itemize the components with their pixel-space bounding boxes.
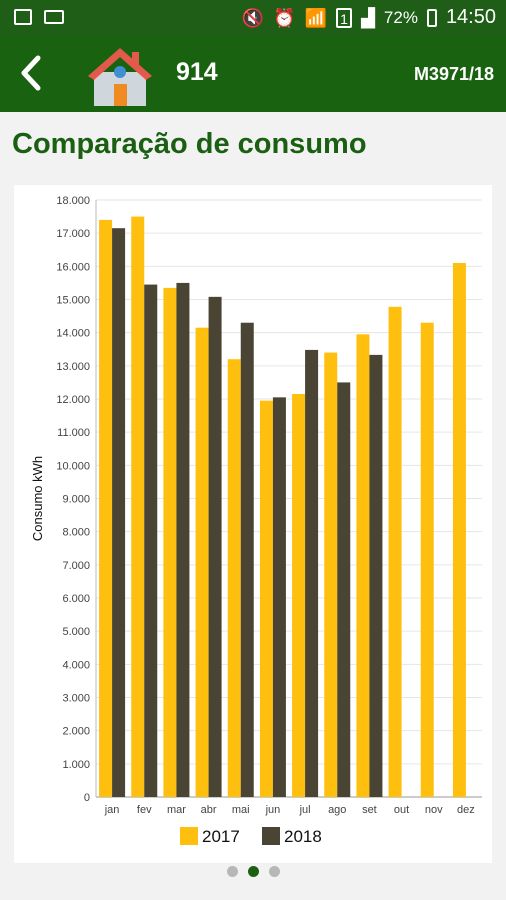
bar-2017-jan [99,219,113,797]
voicemail-icon [44,10,64,24]
y-tick-label: 14.000 [56,328,90,340]
clock: 14:50 [445,6,496,28]
bar-2018-jul [305,349,319,797]
bar-2017-dez [452,263,466,797]
x-tick-label: jul [299,804,311,816]
x-tick-label: out [394,804,409,816]
x-tick-label: jan [104,804,120,816]
y-tick-label: 16.000 [56,261,90,273]
y-tick-label: 0 [84,792,90,804]
meter-code: M3971/18 [413,64,494,84]
consumption-chart: 0 1.000 2.000 3.000 4.000 5.000 6.000 7.000 8.00… [30,195,482,846]
legend-swatch [262,827,280,845]
y-axis-title: Consumo kWh [30,456,45,541]
bar-2017-set [356,334,370,797]
y-tick-label: 18.000 [56,195,90,207]
bar-2017-fev [131,216,145,798]
y-tick-label: 2.000 [62,726,90,738]
x-tick-label: fev [137,804,152,816]
sim-slot-number: 1 [340,10,348,27]
battery-icon [426,8,437,27]
bar-2017-jul [292,394,306,797]
consumption-chart-card: 0 1.000 2.000 3.000 4.000 5.000 6.000 7.000 8.00… [14,185,492,863]
bar-2018-mar [176,282,190,798]
y-tick-label: 5.000 [62,626,90,638]
bar-2017-jun [259,400,273,797]
y-tick-label: 17.000 [56,228,90,240]
page-indicator [0,862,506,880]
y-tick-label: 13.000 [56,361,90,373]
y-tick-label: 11.000 [57,427,90,439]
x-tick-label: mar [167,804,186,816]
bar-2018-set [369,354,383,797]
bar-2018-fev [144,284,158,797]
app-bar: 914 M3971/18 [0,36,506,112]
page-dot[interactable] [226,865,238,877]
x-tick-label: jun [265,804,281,816]
house-icon [84,42,156,108]
legend-swatch [180,827,198,845]
y-tick-label: 15.000 [56,295,90,307]
x-tick-label: abr [201,804,217,816]
bar-2017-mar [163,287,177,797]
page-dot[interactable] [268,865,280,877]
y-tick-label: 9.000 [62,494,90,506]
bar-2017-abr [195,327,209,797]
y-tick-label: 6.000 [62,593,90,605]
bar-2018-ago [337,382,351,797]
y-tick-label: 1.000 [62,759,90,771]
y-tick-label: 7.000 [62,560,90,572]
legend-label: 2017 [202,827,240,846]
page-dot[interactable] [247,865,259,877]
wifi-icon: 📶 [304,7,328,28]
bar-2018-jun [272,397,286,797]
bar-2018-mai [240,322,254,797]
battery-percent: 72% [383,7,418,27]
x-tick-label: nov [425,804,443,816]
bar-2018-abr [208,296,222,797]
y-tick-label: 12.000 [56,394,90,406]
bar-2017-ago [324,352,338,797]
bar-2017-out [388,306,402,797]
x-tick-label: dez [457,804,475,816]
x-tick-label: ago [328,804,346,816]
sim-icon: 1 [336,7,353,28]
x-tick-label: mai [232,804,250,816]
back-arrow-icon[interactable] [18,54,52,94]
bar-2018-jan [112,228,126,798]
x-tick-label: set [362,804,377,816]
alarm-icon: ⏰ [273,7,296,28]
property-number: 914 [176,58,218,86]
status-bar: 🔇 ⏰ 📶 1 ▟ 72% 14:50 [0,0,506,36]
mute-icon: 🔇 [241,7,265,28]
bar-2017-nov [420,322,434,797]
legend-label: 2018 [284,827,322,846]
y-tick-label: 10.000 [56,460,90,472]
bar-2017-mai [227,359,241,797]
page-title: Comparação de consumo [12,128,367,160]
image-icon [14,9,32,25]
y-tick-label: 3.000 [62,693,90,705]
signal-icon: ▟ [361,7,375,28]
y-tick-label: 8.000 [62,527,90,539]
y-tick-label: 4.000 [62,659,90,671]
